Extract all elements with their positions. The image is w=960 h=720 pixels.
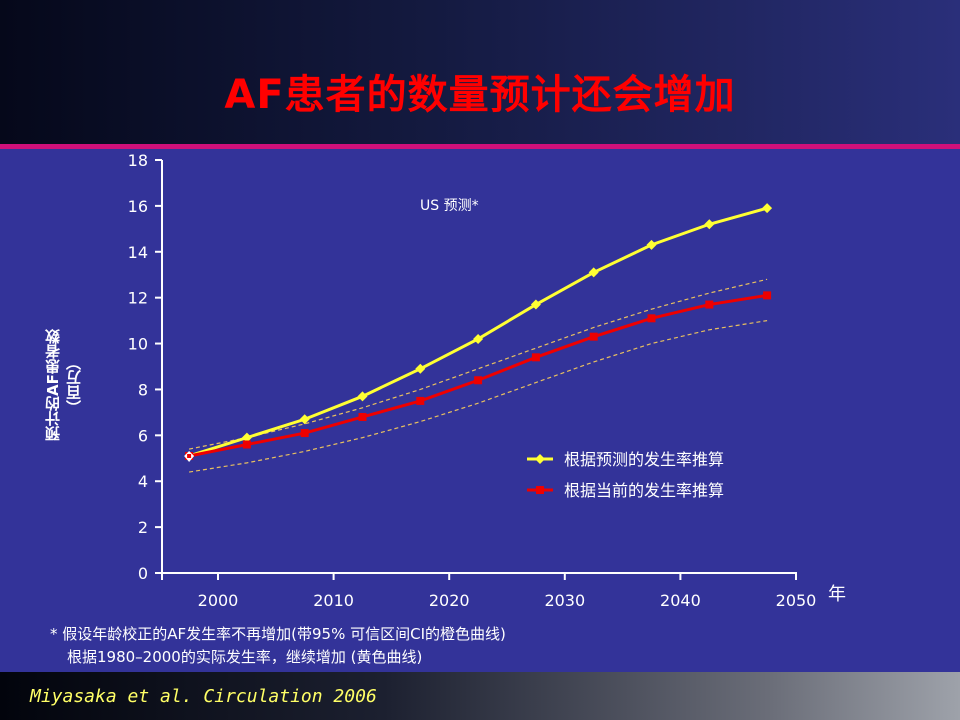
data-point xyxy=(647,314,656,323)
x-axis-unit: 年 xyxy=(828,584,846,605)
data-point xyxy=(473,333,484,344)
data-point xyxy=(531,353,540,362)
data-point xyxy=(588,267,599,278)
footer-band xyxy=(0,672,960,720)
data-point xyxy=(705,300,714,309)
x-tick-label: 2020 xyxy=(429,591,470,610)
x-tick-label: 2030 xyxy=(544,591,585,610)
y-axis-label-line2: （百万） xyxy=(65,355,83,415)
data-point xyxy=(415,363,426,374)
footnotes: * 假设年龄校正的AF发生率不再增加(带95% 可信区间CI的橙色曲线) 根据1… xyxy=(50,623,506,669)
y-tick-label: 10 xyxy=(128,335,148,354)
y-tick-label: 18 xyxy=(128,151,148,170)
x-tick-label: 2000 xyxy=(198,591,239,610)
ci-lower-line xyxy=(189,320,768,473)
data-point xyxy=(763,291,772,300)
data-point xyxy=(704,219,715,230)
y-tick-label: 2 xyxy=(138,518,148,537)
data-point xyxy=(357,391,368,402)
data-point xyxy=(416,396,425,405)
y-axis-label: 预计的AF患者数 （百万） xyxy=(42,300,112,470)
y-tick-label: 14 xyxy=(128,243,148,262)
y-axis-label-line1: 预计的AF患者数 xyxy=(44,329,62,441)
x-tick-label: 2040 xyxy=(660,591,701,610)
y-tick-label: 0 xyxy=(138,564,148,583)
data-point xyxy=(474,376,483,385)
legend-marker xyxy=(535,454,545,464)
data-point xyxy=(358,412,367,421)
legend-label-2: 根据当前的发生率推算 xyxy=(564,481,724,500)
citation: Miyasaka et al. Circulation 2006 xyxy=(30,686,377,707)
data-point xyxy=(241,432,252,443)
series-line-1 xyxy=(188,206,768,458)
y-tick-label: 8 xyxy=(138,380,148,399)
ci-upper-line xyxy=(188,278,768,450)
footnote-2: 根据1980–2000的实际发生率，继续增加 (黄色曲线) xyxy=(67,648,423,666)
header-divider xyxy=(0,144,960,149)
slide-title: AF患者的数量预计还会增加 xyxy=(224,72,736,118)
footnote-1: * 假设年龄校正的AF发生率不再增加(带95% 可信区间CI的橙色曲线) xyxy=(50,625,506,643)
series-line-2 xyxy=(188,293,768,458)
legend-marker xyxy=(536,486,544,494)
legend-label-1: 根据预测的发生率推算 xyxy=(564,450,724,469)
data-point xyxy=(299,414,310,425)
y-tick-label: 12 xyxy=(128,289,148,308)
start-marker-dot xyxy=(187,453,192,458)
y-tick-label: 16 xyxy=(128,197,148,216)
annotation-us-projection: US 预测* xyxy=(420,198,479,214)
data-point xyxy=(530,299,541,310)
header-band xyxy=(0,0,960,144)
data-point xyxy=(300,429,309,438)
y-tick-label: 6 xyxy=(138,426,148,445)
data-point xyxy=(589,332,598,341)
x-tick-label: 2050 xyxy=(776,591,817,610)
data-point xyxy=(242,440,251,449)
data-point xyxy=(646,239,657,250)
data-point xyxy=(762,203,773,214)
x-tick-label: 2010 xyxy=(313,591,354,610)
y-tick-label: 4 xyxy=(138,472,148,491)
